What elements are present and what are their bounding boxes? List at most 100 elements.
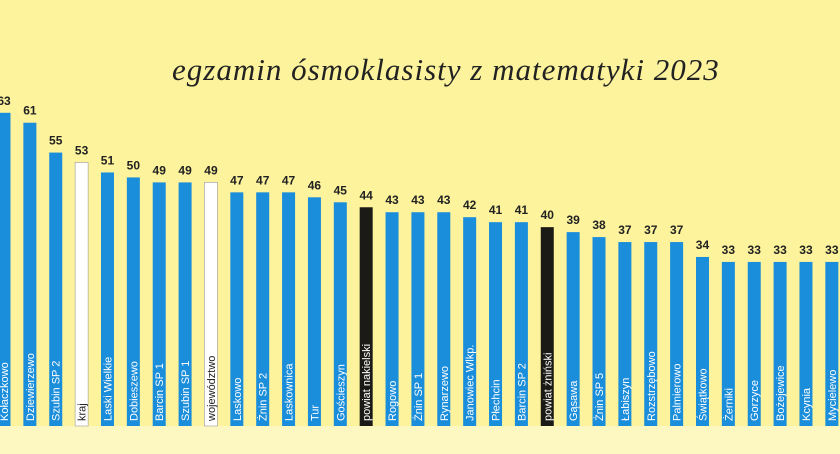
value-label: 49	[178, 163, 192, 177]
bar	[0, 112, 11, 427]
category-label: Szubin SP 1	[180, 361, 192, 421]
chart-title: egzamin ósmoklasisty z matematyki 2023	[172, 52, 720, 87]
category-label: Barcin SP 2	[516, 363, 528, 421]
category-label: kraj	[77, 403, 89, 421]
value-label: 39	[566, 213, 580, 227]
category-label: Gościeszyn	[335, 364, 347, 421]
category-label: Łabiszyn	[620, 378, 632, 421]
bar	[721, 261, 735, 426]
category-label: Barcin SP 1	[154, 363, 166, 421]
category-label: Laskownica	[284, 363, 296, 421]
category-label: Tur	[309, 405, 321, 421]
value-label: 43	[411, 193, 425, 207]
value-label: 33	[748, 243, 762, 257]
bar	[695, 256, 709, 426]
bar	[411, 212, 425, 426]
category-label: województwo	[206, 356, 218, 422]
bar	[204, 182, 218, 427]
category-label: Kołaczkowo	[0, 362, 11, 421]
category-label: Gorzyce	[749, 380, 761, 421]
category-label: powiat nakielski	[361, 344, 373, 421]
bar	[126, 177, 140, 426]
value-label: 46	[308, 178, 322, 192]
category-label: Żnin SP 2	[257, 373, 270, 421]
value-label: 55	[49, 134, 63, 148]
value-label: 50	[127, 158, 141, 172]
value-label: 37	[670, 223, 684, 237]
value-label: 37	[618, 223, 632, 237]
bar	[74, 162, 89, 427]
value-label: 43	[385, 193, 399, 207]
category-label: Rozstrzębowo	[646, 351, 658, 421]
value-label: 41	[515, 203, 529, 217]
bar	[644, 242, 658, 426]
bar	[825, 261, 839, 426]
category-label: Rogowo	[387, 381, 399, 421]
bar	[49, 152, 63, 427]
category-label: Świątkowo	[696, 368, 709, 421]
category-label: Laskowo	[232, 378, 244, 421]
bar	[592, 237, 606, 426]
bar	[282, 192, 296, 426]
bar	[333, 202, 347, 426]
bar	[618, 242, 632, 426]
value-label: 33	[825, 243, 839, 257]
value-label: 47	[282, 173, 296, 187]
bar	[256, 192, 270, 426]
value-label: 63	[0, 94, 11, 108]
category-label: Palmierowo	[672, 364, 684, 421]
category-label: Mycielewo	[827, 370, 839, 421]
bar	[230, 192, 244, 426]
bottom-band	[0, 426, 840, 454]
bar	[670, 242, 684, 426]
category-label: powiat żniński	[542, 353, 554, 421]
value-label: 42	[463, 198, 477, 212]
category-label: Dobieszewo	[128, 361, 140, 421]
value-label: 38	[592, 218, 606, 232]
bar	[799, 261, 813, 426]
value-label: 49	[153, 163, 167, 177]
bar	[540, 227, 554, 426]
bar	[747, 261, 761, 426]
value-label: 40	[541, 208, 555, 222]
bar	[514, 222, 528, 426]
category-label: Bożejewice	[775, 365, 787, 421]
value-label: 61	[23, 104, 37, 118]
category-label: Szubin SP 2	[51, 361, 63, 421]
value-label: 41	[489, 203, 503, 217]
value-label: 33	[773, 243, 787, 257]
value-label: 49	[204, 163, 218, 177]
bar	[100, 172, 114, 426]
category-label: Płechcin	[491, 379, 503, 421]
category-label: Żnin SP 5	[593, 373, 606, 421]
bar	[489, 222, 503, 426]
category-label: Dziewierzewo	[25, 353, 37, 421]
value-label: 33	[722, 243, 736, 257]
bar	[385, 212, 399, 426]
bar	[152, 182, 166, 426]
value-label: 47	[256, 173, 270, 187]
bar	[307, 197, 321, 426]
category-label: Kcynia	[801, 387, 813, 421]
value-label: 44	[360, 188, 374, 202]
category-label: Janowiec Wlkp.	[465, 345, 477, 421]
category-label: Żerniki	[722, 388, 735, 421]
bar	[463, 217, 477, 426]
value-label: 34	[696, 238, 710, 252]
category-label: Żnin SP 1	[412, 373, 425, 421]
bar	[566, 232, 580, 426]
value-label: 43	[437, 193, 451, 207]
bar	[178, 182, 192, 426]
value-label: 33	[799, 243, 813, 257]
category-label: Gąsawa	[568, 380, 580, 421]
bar	[437, 212, 451, 426]
bar	[359, 207, 373, 426]
category-label: Laski Wielkie	[102, 357, 114, 421]
value-label: 53	[75, 144, 89, 158]
bar	[773, 261, 787, 426]
value-label: 37	[644, 223, 658, 237]
value-label: 51	[101, 153, 115, 167]
value-label: 45	[334, 183, 348, 197]
